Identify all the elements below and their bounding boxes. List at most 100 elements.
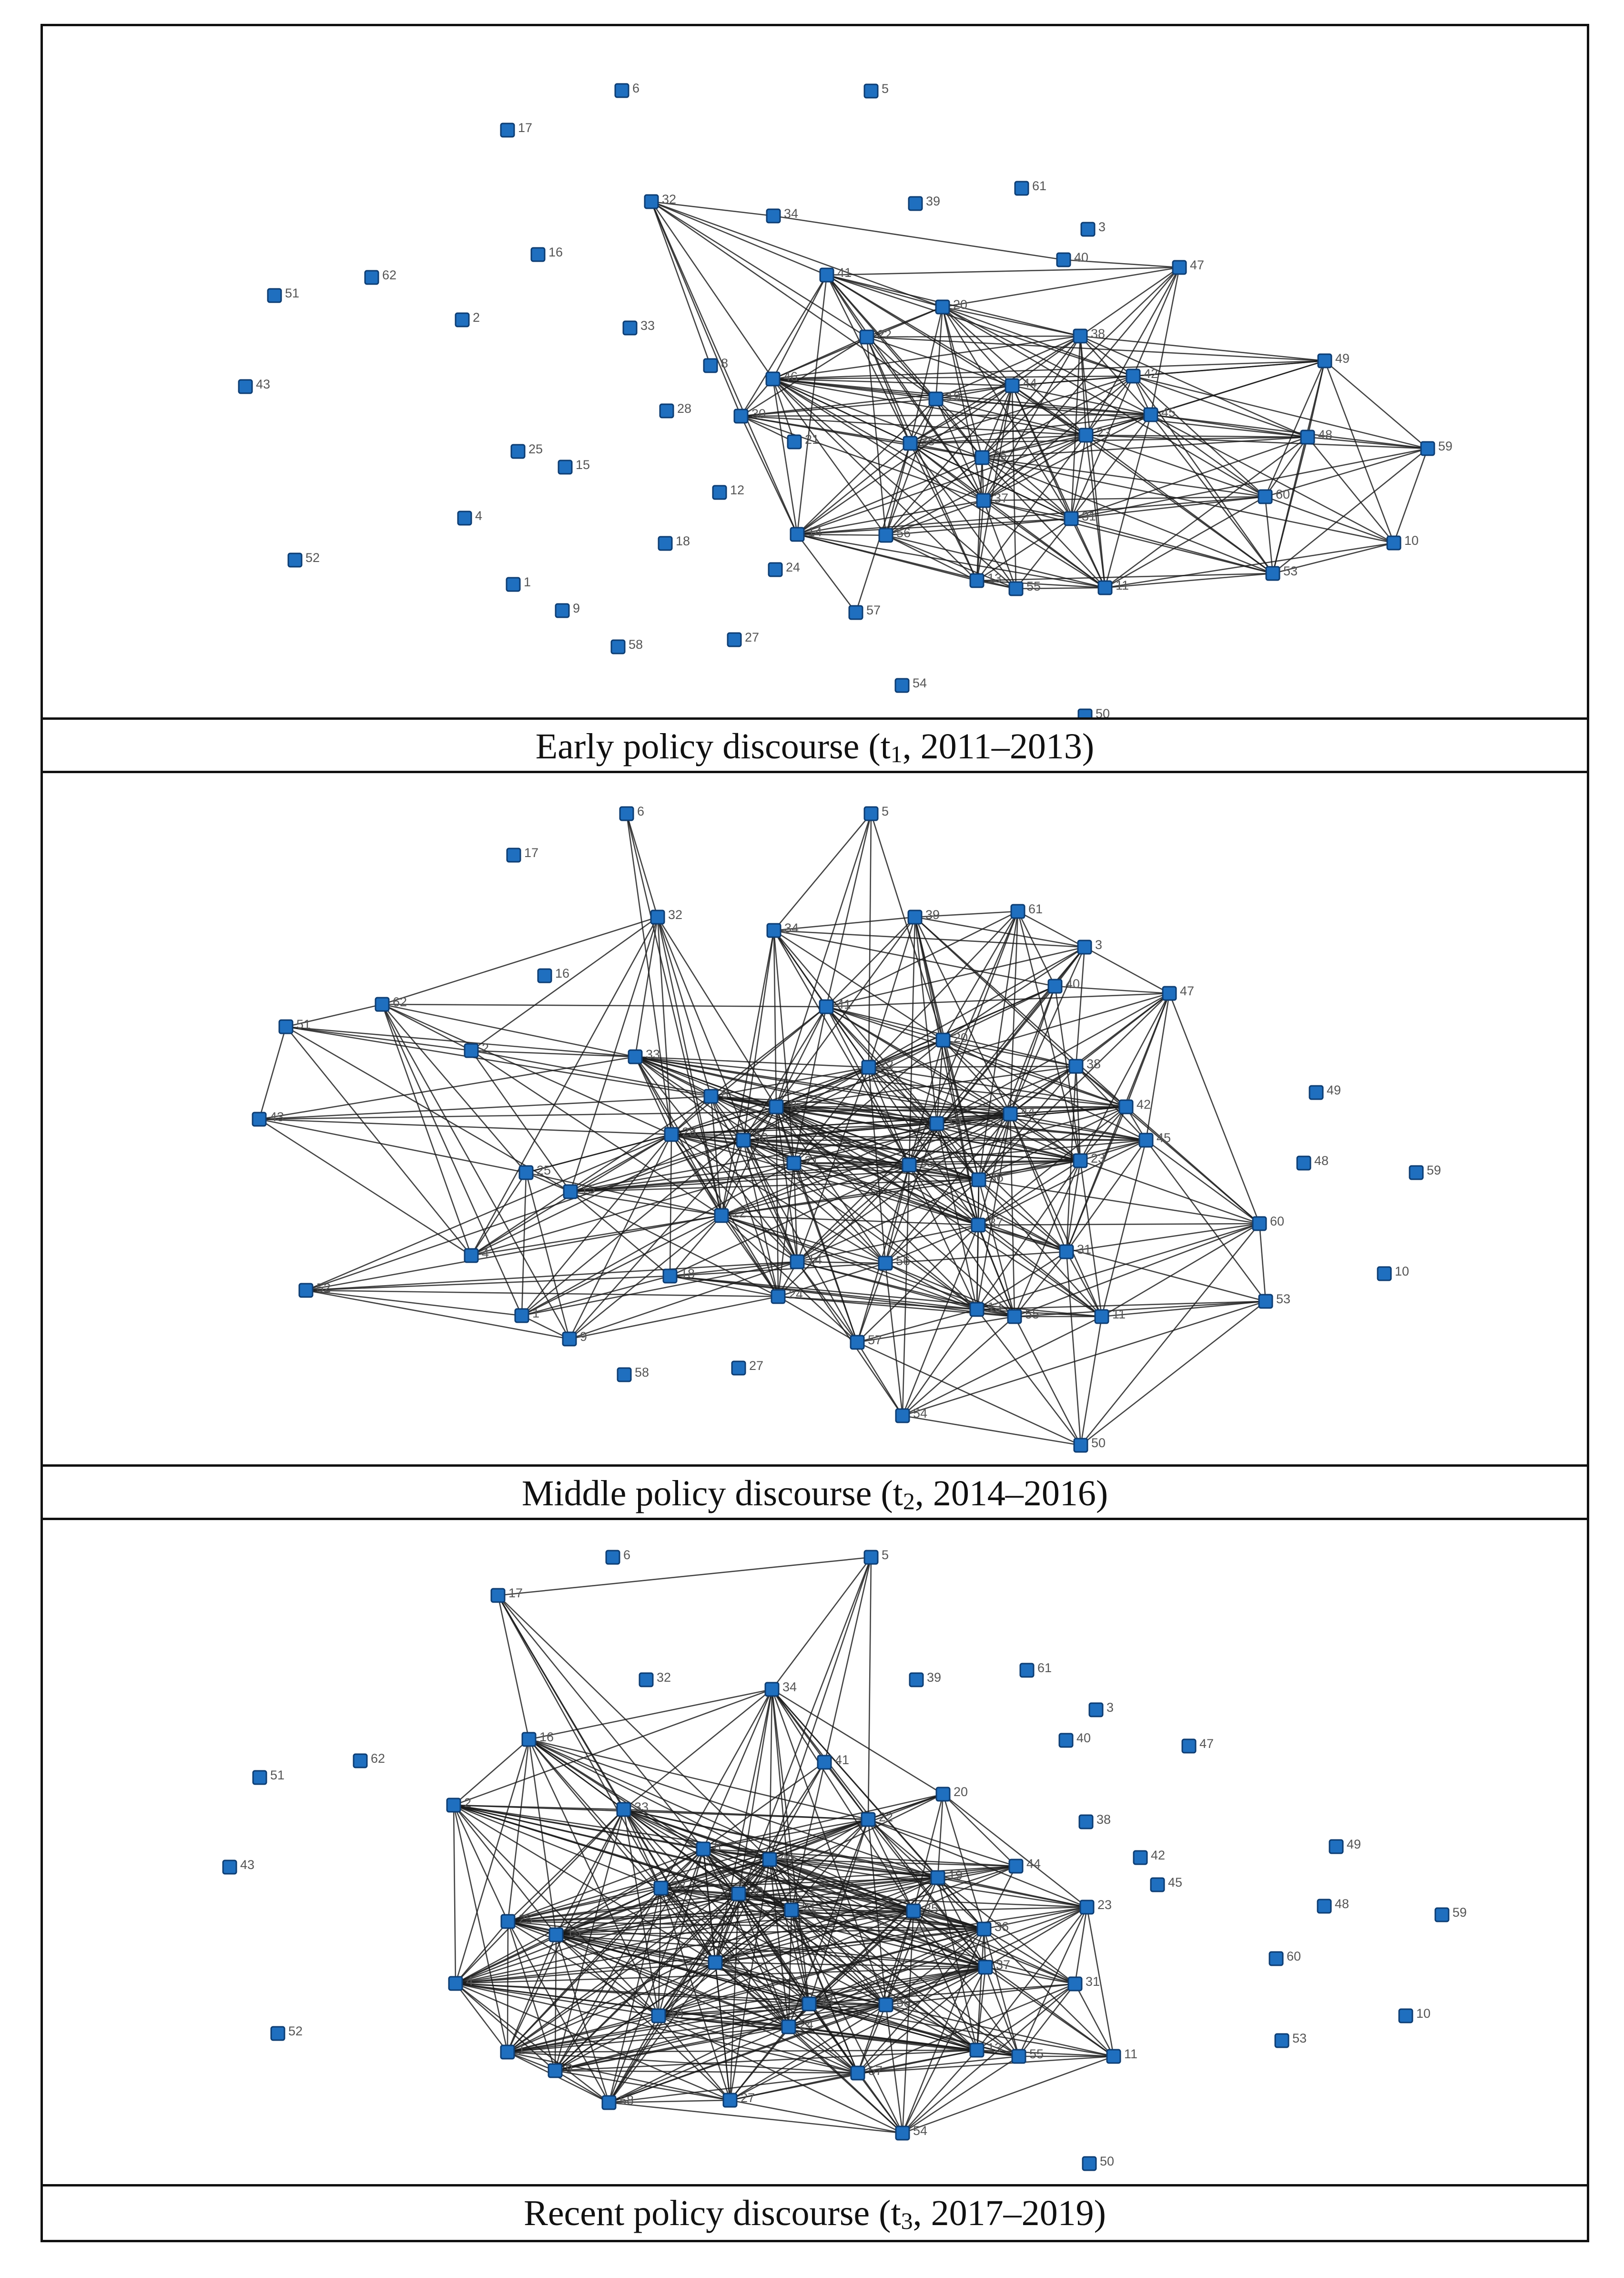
node-15: 15 <box>558 458 590 475</box>
edge-27-56 <box>730 2004 886 2101</box>
edge-17-8 <box>497 1595 704 1849</box>
edge-23-13 <box>976 435 1087 581</box>
edge-31-50 <box>1066 1251 1082 1446</box>
node-42: 42 <box>1133 1848 1165 1865</box>
node-label: 40 <box>1074 250 1088 265</box>
edge-30-37 <box>741 415 984 501</box>
edge-31-56 <box>885 518 1072 536</box>
node-marker <box>1143 407 1158 422</box>
node-marker <box>969 573 985 588</box>
edge-31-56 <box>885 1983 1076 2006</box>
edge-44-13 <box>976 1113 1011 1310</box>
node-label: 2 <box>473 310 480 325</box>
edge-52-30 <box>305 1139 744 1291</box>
edge-47-37 <box>983 267 1180 501</box>
edge-46-23 <box>772 378 1086 436</box>
edge-42-35 <box>910 375 1134 444</box>
node-label: 15 <box>576 458 590 472</box>
node-marker <box>1138 1133 1154 1148</box>
node-marker <box>457 511 472 526</box>
node-label: 36 <box>995 1920 1009 1934</box>
edge-44-11 <box>1009 1113 1103 1317</box>
node-marker <box>500 1914 516 1929</box>
node-61: 61 <box>1019 1661 1052 1678</box>
node-22: 22 <box>861 1810 893 1827</box>
edge-45-44 <box>1010 1113 1147 1141</box>
edge-13-11 <box>976 580 1106 589</box>
edge-35-44 <box>909 1113 1011 1166</box>
node-12: 12 <box>708 1953 740 1970</box>
edge-41-46 <box>775 1006 827 1107</box>
edge-38-49 <box>1080 335 1325 362</box>
edge-43-4 <box>259 1118 472 1256</box>
node-label: 40 <box>1076 1731 1091 1745</box>
edge-4-12 <box>471 1215 722 1256</box>
node-marker <box>563 1184 578 1199</box>
node-47: 47 <box>1172 258 1204 275</box>
edge-43-33 <box>259 1056 636 1120</box>
edge-2-15 <box>470 1050 571 1192</box>
edge-37-31 <box>985 1966 1076 1985</box>
edge-58-54 <box>609 2102 903 2134</box>
edge-34-28 <box>660 1689 773 1889</box>
node-marker <box>696 1841 711 1857</box>
edge-36-56 <box>885 1179 979 1264</box>
node-marker <box>790 1254 805 1269</box>
edge-28-12 <box>660 1888 716 1963</box>
edge-44-36 <box>978 1113 1011 1180</box>
edge-8-44 <box>710 1095 1011 1115</box>
edge-23-13 <box>976 1907 1088 2051</box>
node-label: 1 <box>524 575 531 589</box>
node-label: 57 <box>868 1333 882 1347</box>
edge-44-31 <box>1009 1113 1067 1252</box>
edge-36-11 <box>982 457 1106 588</box>
node-marker <box>1073 1438 1088 1453</box>
node-marker <box>601 2095 617 2110</box>
edge-32-8 <box>657 917 712 1097</box>
edge-61-3 <box>1017 910 1085 948</box>
edge-40-36 <box>978 986 1056 1180</box>
node-marker <box>622 320 638 336</box>
edge-28-14 <box>660 1887 810 2005</box>
node-marker <box>1019 1663 1035 1678</box>
node-marker <box>653 1880 669 1896</box>
edge-45-60 <box>1146 1139 1260 1225</box>
edge-21-13 <box>793 1162 977 1310</box>
edge-45-53 <box>1145 1140 1267 1302</box>
node-17: 17 <box>490 1586 523 1603</box>
node-label: 52 <box>288 2024 303 2038</box>
edge-10-11 <box>1105 542 1394 589</box>
edge-36-45 <box>982 414 1151 459</box>
edge-47-23 <box>1079 993 1170 1161</box>
node-marker <box>364 270 379 285</box>
node-53: 53 <box>1258 1292 1290 1309</box>
edge-39-3 <box>914 916 1085 948</box>
node-label: 61 <box>1032 179 1046 193</box>
node-marker <box>850 2065 865 2081</box>
node-58: 58 <box>617 1365 649 1382</box>
edge-36-12 <box>715 1928 985 1963</box>
edge-41-30 <box>740 275 828 417</box>
edge-1-9 <box>507 2051 556 2072</box>
edge-13-54 <box>902 1309 978 1416</box>
edge-30-21 <box>741 415 795 443</box>
edge-53-13 <box>976 1300 1266 1310</box>
edge-32-22 <box>651 201 867 338</box>
edge-36-55 <box>978 1179 1015 1317</box>
node-marker <box>764 1682 780 1697</box>
edge-58-24 <box>609 2026 789 2104</box>
node-52: 52 <box>270 2024 303 2041</box>
edge-19-14 <box>797 398 936 535</box>
edge-30-36 <box>743 1139 979 1181</box>
node-36: 36 <box>971 1170 1004 1187</box>
node-61: 61 <box>1010 902 1043 919</box>
node-label: 22 <box>879 1058 893 1072</box>
edge-25-9 <box>525 1172 570 1339</box>
edge-15-18 <box>556 1934 659 2017</box>
node-marker <box>610 639 626 654</box>
edge-52-18 <box>305 1275 670 1291</box>
node-label: 42 <box>1144 367 1158 381</box>
edge-30-56 <box>743 1140 886 1264</box>
edge-62-51 <box>285 1003 383 1028</box>
node-label: 61 <box>1037 1661 1052 1675</box>
